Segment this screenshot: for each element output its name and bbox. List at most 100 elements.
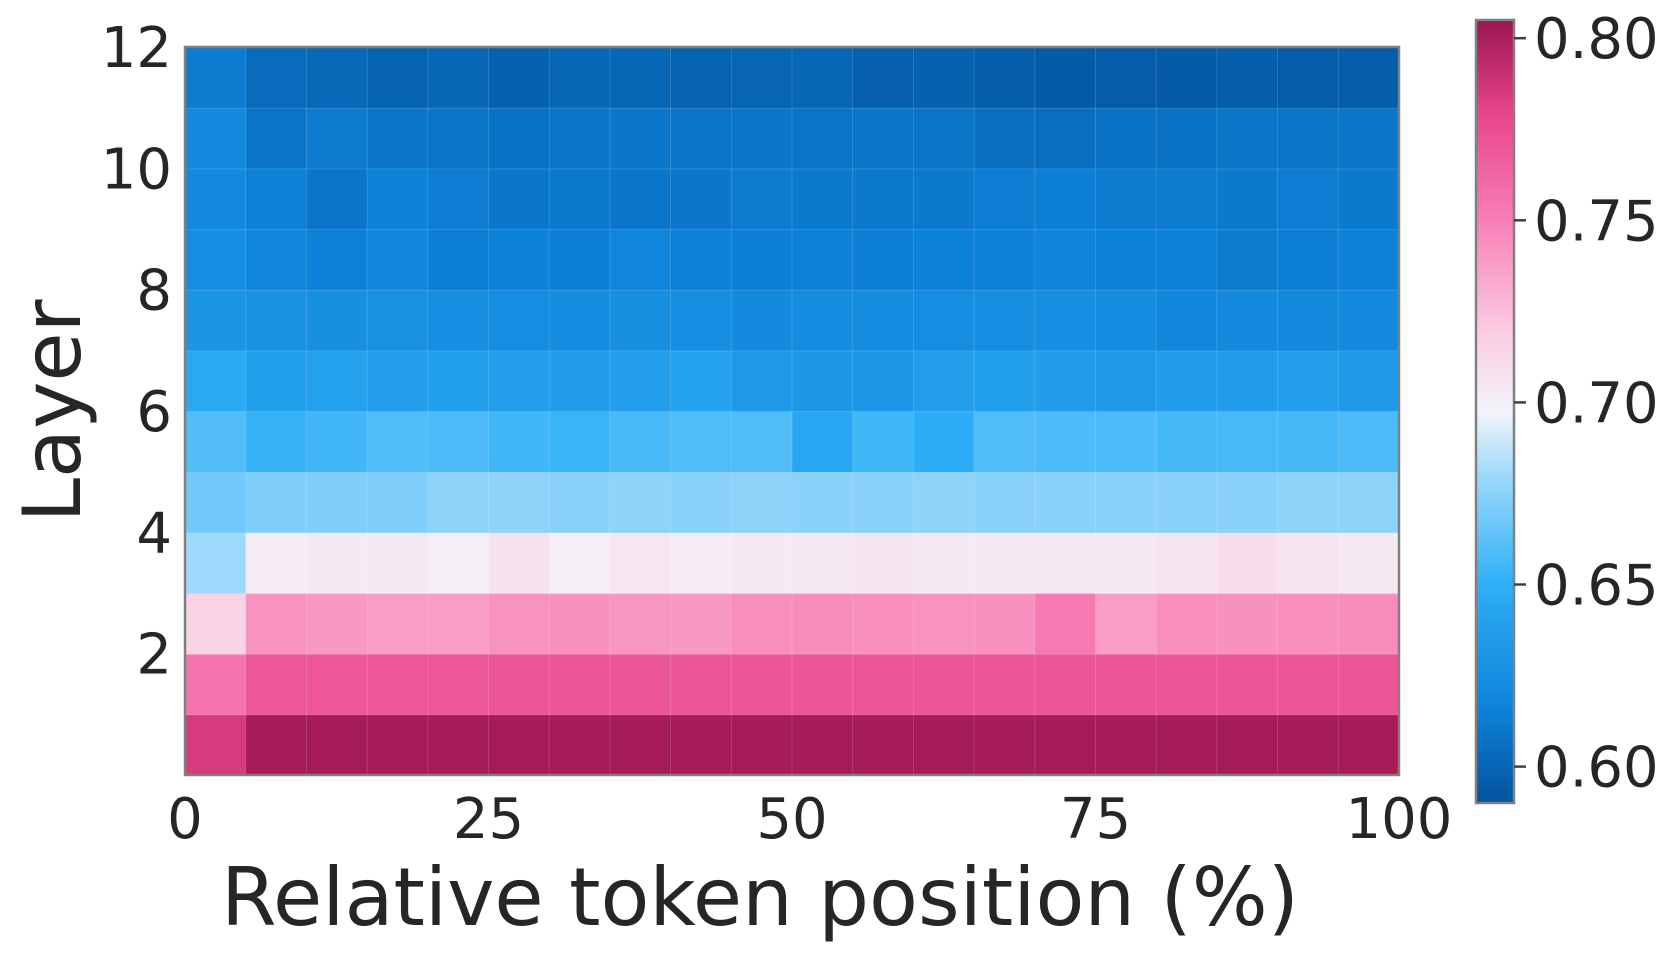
heatmap-cell	[1277, 349, 1340, 412]
heatmap-cell	[609, 228, 672, 291]
heatmap-cell	[973, 167, 1036, 231]
heatmap-cell	[609, 592, 672, 655]
heatmap-cell	[427, 289, 490, 352]
heatmap-cell	[548, 228, 611, 291]
heatmap-cell	[245, 289, 308, 352]
heatmap-cell	[973, 713, 1036, 777]
colorbar-tick-label: 0.75	[1534, 189, 1659, 254]
heatmap-cell	[548, 531, 611, 595]
heatmap-cell	[1155, 349, 1218, 412]
heatmap-cell	[305, 167, 369, 231]
heatmap-cell	[366, 228, 429, 291]
heatmap-cell	[427, 228, 490, 291]
heatmap-cell	[184, 531, 247, 595]
heatmap-cell	[1277, 46, 1340, 109]
heatmap-cell	[1277, 167, 1340, 231]
heatmap-cell	[245, 713, 308, 777]
heatmap-cell	[1034, 592, 1097, 655]
heatmap-cell	[1034, 410, 1097, 473]
heatmap-cell	[973, 410, 1036, 473]
heatmap-cell	[184, 167, 247, 231]
heatmap-cell	[305, 349, 369, 412]
heatmap-cell	[1155, 167, 1218, 231]
heatmap-cell	[670, 592, 733, 655]
heatmap-cell	[852, 107, 915, 170]
heatmap-cell	[1095, 289, 1158, 352]
heatmap-cell	[305, 410, 369, 473]
heatmap-cell	[913, 592, 976, 655]
heatmap-cell	[1095, 167, 1158, 231]
heatmap-cell	[670, 531, 733, 595]
heatmap-cell	[730, 592, 793, 655]
heatmap-cell	[1337, 410, 1401, 473]
heatmap-cell	[305, 289, 369, 352]
heatmap-cell	[1034, 107, 1097, 170]
heatmap-cell	[913, 228, 976, 291]
heatmap-cell	[1095, 713, 1158, 777]
heatmap-cell	[973, 653, 1036, 716]
heatmap-cell	[1216, 46, 1279, 109]
heatmap-cell	[488, 228, 551, 291]
heatmap-cell	[852, 410, 915, 473]
heatmap-cell	[427, 349, 490, 412]
heatmap-cell	[973, 46, 1036, 109]
heatmap-cells	[184, 46, 1401, 777]
x-tick-label: 75	[1060, 787, 1131, 852]
heatmap-cell	[852, 653, 915, 716]
heatmap-cell	[1095, 107, 1158, 170]
heatmap-cell	[730, 471, 793, 534]
heatmap-cell	[548, 107, 611, 170]
heatmap-cell	[427, 167, 490, 231]
heatmap-cell	[1216, 228, 1279, 291]
heatmap-cell	[1155, 471, 1218, 534]
heatmap-cell	[245, 471, 308, 534]
heatmap-cell	[548, 713, 611, 777]
heatmap-cell	[366, 471, 429, 534]
heatmap-cell	[488, 167, 551, 231]
heatmap-cell	[670, 713, 733, 777]
colorbar	[1474, 18, 1516, 805]
heatmap-cell	[670, 653, 733, 716]
heatmap-cell	[730, 349, 793, 412]
heatmap-cell	[184, 471, 247, 534]
heatmap-cell	[791, 471, 854, 534]
heatmap-cell	[670, 46, 733, 109]
heatmap-cell	[609, 653, 672, 716]
heatmap-cell	[1095, 531, 1158, 595]
heatmap-cell	[1277, 592, 1340, 655]
plot-frame	[183, 45, 1401, 777]
heatmap-cell	[852, 167, 915, 231]
heatmap-cell	[1216, 289, 1279, 352]
heatmap-cell	[1216, 471, 1279, 534]
heatmap-cell	[1034, 289, 1097, 352]
heatmap-cell	[548, 46, 611, 109]
heatmap-cell	[305, 228, 369, 291]
heatmap-cell	[670, 410, 733, 473]
heatmap-cell	[791, 713, 854, 777]
heatmap-cell	[913, 167, 976, 231]
heatmap-cell	[1155, 289, 1218, 352]
heatmap-cell	[609, 713, 672, 777]
heatmap-cell	[245, 228, 308, 291]
heatmap-cell	[730, 653, 793, 716]
heatmap-cell	[1155, 592, 1218, 655]
heatmap-cell	[1216, 349, 1279, 412]
heatmap-cell	[548, 653, 611, 716]
x-tick-label: 0	[167, 787, 203, 852]
heatmap-cell	[730, 167, 793, 231]
heatmap-cell	[730, 107, 793, 170]
heatmap-cell	[1095, 410, 1158, 473]
heatmap-cell	[184, 107, 247, 170]
heatmap-cell	[1155, 107, 1218, 170]
colorbar-tick-label: 0.60	[1534, 736, 1659, 801]
heatmap-cell	[1277, 107, 1340, 170]
heatmap-cell	[1277, 713, 1340, 777]
heatmap-cell	[670, 228, 733, 291]
heatmap-cell	[305, 592, 369, 655]
heatmap-cell	[1095, 471, 1158, 534]
heatmap-cell	[1337, 349, 1401, 412]
heatmap-cell	[1034, 531, 1097, 595]
heatmap-cell	[730, 410, 793, 473]
heatmap-cell	[913, 46, 976, 109]
